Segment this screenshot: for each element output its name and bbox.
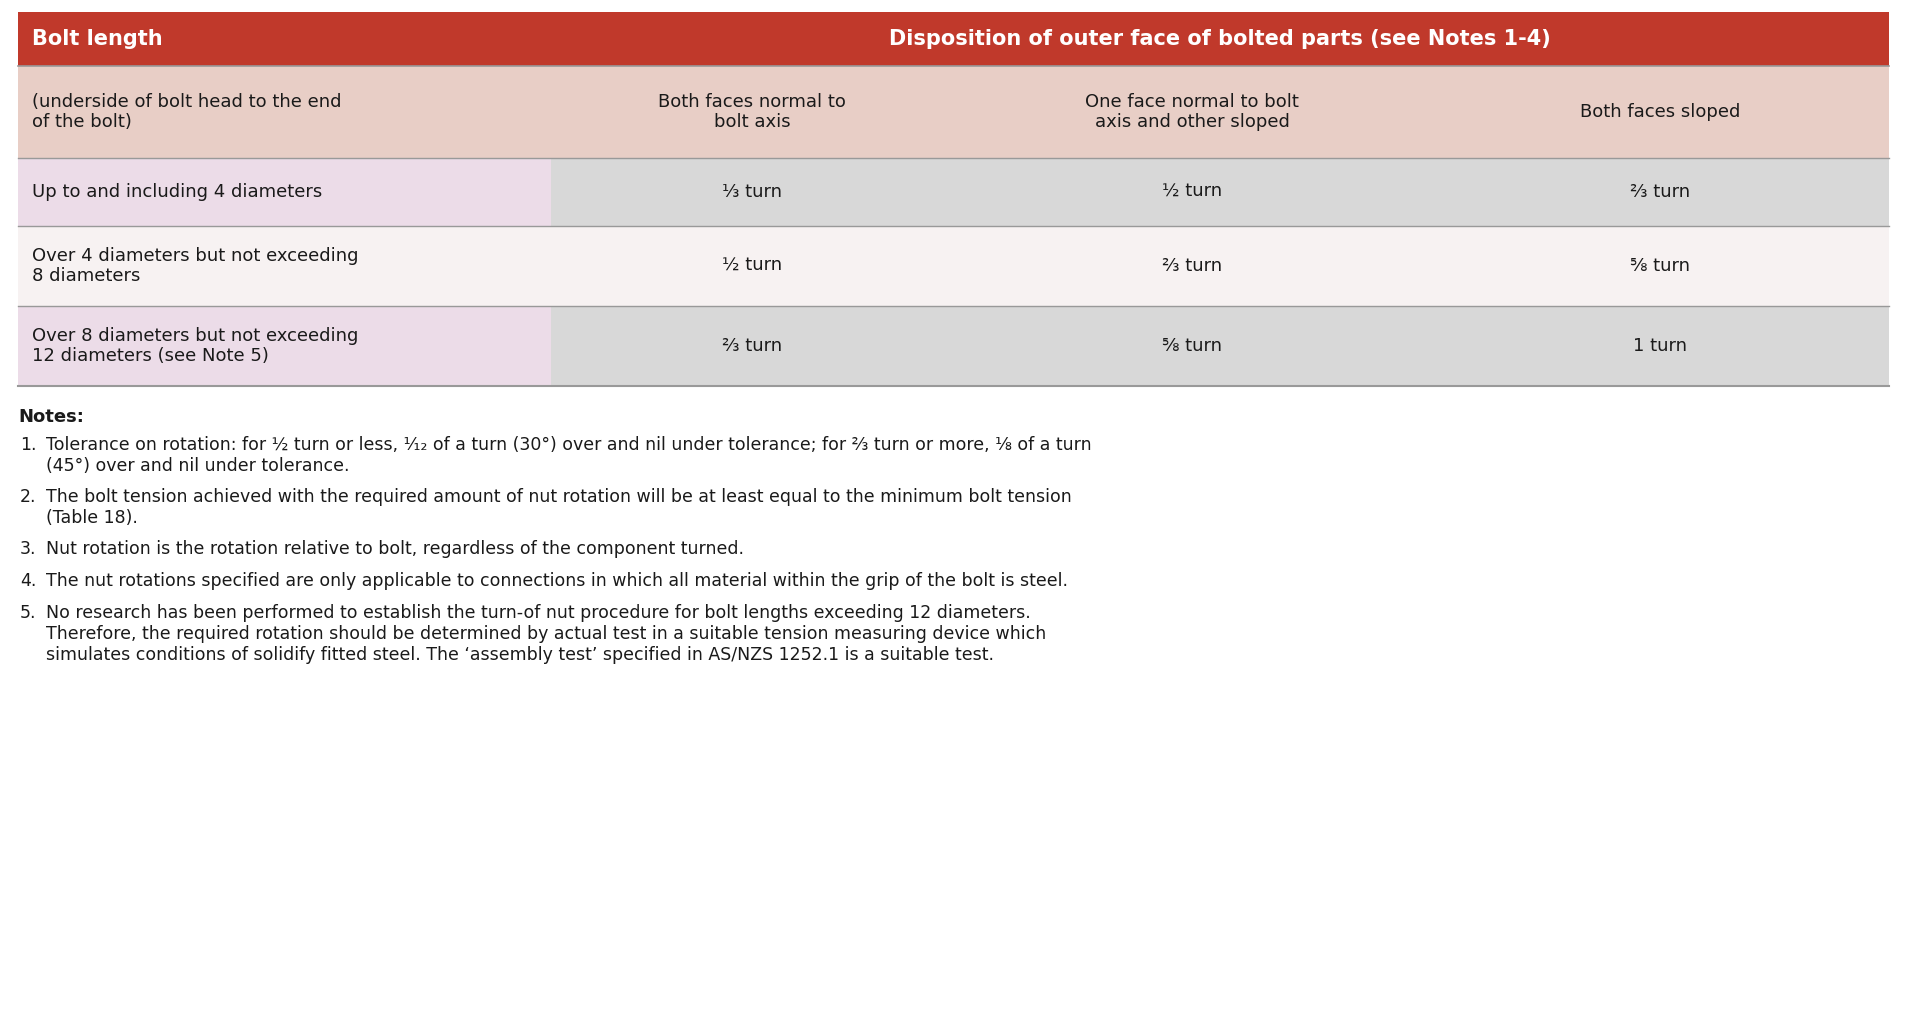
Bar [1430, 66, 1890, 158]
Text: ⅔ turn: ⅔ turn [723, 337, 782, 355]
Text: Up to and including 4 diameters: Up to and including 4 diameters [32, 182, 322, 201]
Bar [954, 306, 1430, 386]
Text: Bolt length: Bolt length [32, 29, 162, 49]
Text: ⅝ turn: ⅝ turn [1630, 257, 1690, 275]
Text: 1 turn: 1 turn [1632, 337, 1688, 355]
Text: Notes:: Notes: [17, 408, 84, 426]
Bar [954, 226, 1430, 306]
Bar [954, 158, 1430, 226]
Text: Both faces sloped: Both faces sloped [1579, 103, 1739, 121]
Text: ⅓ turn: ⅓ turn [723, 182, 782, 201]
Text: Over 4 diameters but not exceeding
8 diameters: Over 4 diameters but not exceeding 8 dia… [32, 246, 359, 286]
Text: ½ turn: ½ turn [1161, 182, 1222, 201]
Bar [551, 226, 954, 306]
Bar [17, 306, 551, 386]
Text: Over 8 diameters but not exceeding
12 diameters (see Note 5): Over 8 diameters but not exceeding 12 di… [32, 327, 359, 365]
Bar [17, 158, 551, 226]
Bar [17, 226, 551, 306]
Text: ⅝ turn: ⅝ turn [1161, 337, 1222, 355]
Text: One face normal to bolt
axis and other sloped: One face normal to bolt axis and other s… [1085, 93, 1299, 131]
Text: No research has been performed to establish the turn-of nut procedure for bolt l: No research has been performed to establ… [46, 604, 1047, 664]
Text: 3.: 3. [19, 540, 36, 558]
Text: Tolerance on rotation: for ½ turn or less, ¹⁄₁₂ of a turn (30°) over and nil und: Tolerance on rotation: for ½ turn or les… [46, 436, 1091, 475]
Bar [551, 66, 954, 158]
Bar [17, 66, 551, 158]
Text: Nut rotation is the rotation relative to bolt, regardless of the component turne: Nut rotation is the rotation relative to… [46, 540, 744, 558]
Text: ½ turn: ½ turn [723, 257, 782, 275]
Text: 2.: 2. [19, 488, 36, 506]
Text: 1.: 1. [19, 436, 36, 454]
Text: 4.: 4. [19, 572, 36, 590]
Bar [551, 158, 954, 226]
Text: The bolt tension achieved with the required amount of nut rotation will be at le: The bolt tension achieved with the requi… [46, 488, 1072, 527]
Text: Disposition of outer face of bolted parts (see Notes 1-4): Disposition of outer face of bolted part… [889, 29, 1550, 49]
Text: (underside of bolt head to the end
of the bolt): (underside of bolt head to the end of th… [32, 93, 341, 131]
Text: Both faces normal to
bolt axis: Both faces normal to bolt axis [658, 93, 847, 131]
Bar [551, 306, 954, 386]
Text: ⅔ turn: ⅔ turn [1630, 182, 1690, 201]
Bar [1430, 226, 1890, 306]
Text: The nut rotations specified are only applicable to connections in which all mate: The nut rotations specified are only app… [46, 572, 1068, 590]
Bar [1430, 158, 1890, 226]
Text: 5.: 5. [19, 604, 36, 622]
Bar [954, 66, 1430, 158]
Bar [17, 12, 1890, 66]
Text: ⅔ turn: ⅔ turn [1161, 257, 1222, 275]
Bar [1430, 306, 1890, 386]
